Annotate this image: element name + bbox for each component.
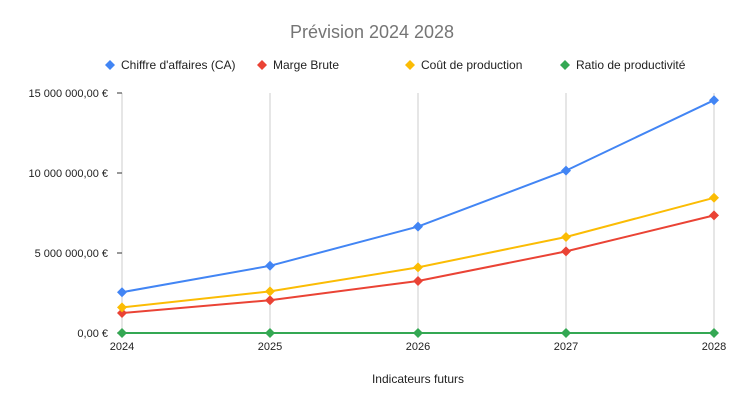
data-point[interactable]: [709, 95, 719, 106]
y-tick-label: 5 000 000,00 €: [35, 248, 108, 260]
chart-title: Prévision 2024 2028: [290, 22, 454, 42]
data-point[interactable]: [117, 308, 127, 318]
y-axis: 0,00 € 5 000 000,00 € 10 000 000,00 € 15 00…: [28, 88, 122, 340]
data-point[interactable]: [265, 328, 275, 338]
data-point[interactable]: [709, 192, 719, 203]
legend-label: Ratio de productivité: [576, 58, 686, 72]
data-point[interactable]: [117, 287, 127, 298]
series-1: [117, 210, 719, 318]
legend-item[interactable]: Coût de production: [405, 58, 522, 72]
data-point[interactable]: [561, 165, 571, 176]
data-point[interactable]: [709, 328, 719, 338]
y-tick-label: 10 000 000,00 €: [28, 168, 108, 180]
data-point[interactable]: [265, 286, 275, 297]
data-point[interactable]: [117, 328, 127, 338]
y-tick-label: 0,00 €: [77, 328, 108, 340]
data-point[interactable]: [413, 221, 423, 232]
x-tick-label: 2024: [110, 341, 134, 353]
legend-marker: [560, 60, 570, 70]
data-point[interactable]: [413, 262, 423, 273]
data-point[interactable]: [561, 232, 571, 242]
legend-marker: [257, 60, 267, 70]
x-tick-label: 2025: [258, 341, 282, 353]
x-tick-label: 2026: [406, 341, 430, 353]
legend-label: Chiffre d'affaires (CA): [121, 58, 236, 72]
data-point[interactable]: [561, 246, 571, 257]
data-point[interactable]: [117, 302, 127, 313]
legend-item[interactable]: Ratio de productivité: [560, 58, 686, 72]
x-axis: 2024 2025 2026 2027 2028: [110, 341, 726, 353]
legend[interactable]: Chiffre d'affaires (CA) Marge Brute Coût d…: [105, 58, 686, 72]
legend-marker: [105, 60, 115, 70]
data-point[interactable]: [413, 276, 423, 286]
legend-label: Coût de production: [421, 58, 522, 72]
series-group: [117, 95, 719, 338]
data-point[interactable]: [709, 210, 719, 221]
data-point[interactable]: [265, 295, 275, 306]
data-point[interactable]: [561, 328, 571, 338]
legend-marker: [405, 60, 415, 70]
data-point[interactable]: [265, 260, 275, 271]
series-3: [117, 328, 719, 338]
legend-item[interactable]: Chiffre d'affaires (CA): [105, 58, 236, 72]
data-point[interactable]: [413, 328, 423, 338]
x-tick-label: 2027: [554, 341, 578, 353]
legend-label: Marge Brute: [273, 58, 339, 72]
series-0: [117, 95, 719, 298]
y-tick-label: 15 000 000,00 €: [28, 88, 108, 100]
x-axis-label: Indicateurs futurs: [372, 372, 464, 386]
legend-item[interactable]: Marge Brute: [257, 58, 339, 72]
series-2: [117, 192, 719, 313]
x-tick-label: 2028: [702, 341, 726, 353]
